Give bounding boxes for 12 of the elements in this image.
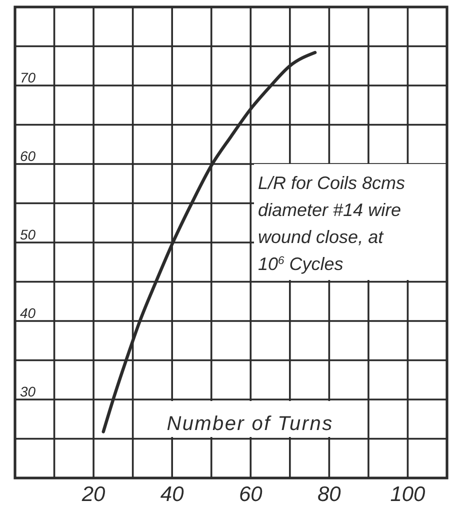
x-axis-title: Number of Turns (166, 413, 334, 435)
text: L/R for Coils 8cms diameter #14 wire wound close, at 10$^{6}$ Cycles (258, 173, 406, 274)
y-tick-label: 30 (20, 384, 36, 400)
y-tick-label: 50 (20, 226, 36, 242)
y-tick-label: 40 (20, 305, 36, 321)
y-tick-label: 60 (20, 148, 36, 164)
x-tick-label: 20 (80, 483, 106, 506)
y-tick-label: 70 (20, 70, 36, 86)
x-tick-label: 80 (318, 483, 342, 506)
x-tick-label: 100 (390, 483, 426, 506)
x-tick-label: 40 (160, 483, 184, 506)
x-tick-label: 60 (238, 483, 263, 506)
